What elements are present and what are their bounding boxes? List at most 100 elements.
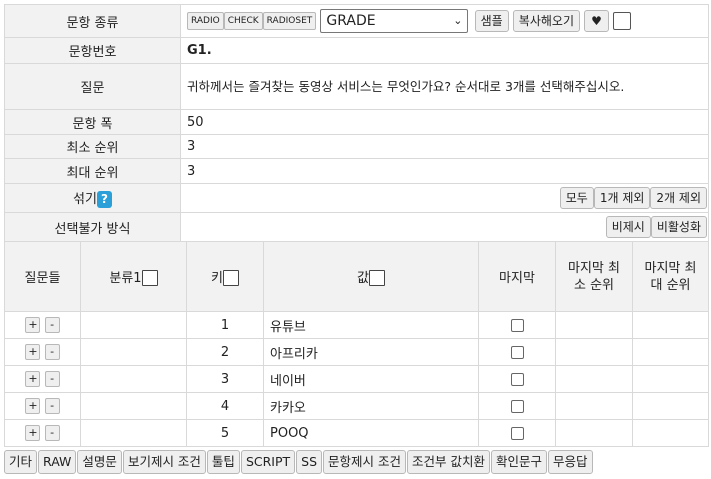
script-button[interactable]: SCRIPT <box>240 450 296 474</box>
key-checkbox[interactable] <box>222 270 239 287</box>
category-header-label: 분류1 <box>109 270 142 286</box>
no-response-button[interactable]: 무응답 <box>548 450 593 474</box>
number-label: 문항번호 <box>4 37 181 64</box>
remove-row-button[interactable]: - <box>44 344 60 360</box>
last-checkbox[interactable] <box>510 345 524 359</box>
remove-row-button[interactable]: - <box>44 371 60 387</box>
last-min-cell[interactable] <box>555 338 633 366</box>
question-row: 질문 귀하께서는 즐겨찾는 동영상 서비스는 무엇인가요? 순서대로 3개를 선… <box>4 63 709 110</box>
min-rank-value[interactable]: 3 <box>180 134 709 159</box>
shuffle-row: 섞기? 모두 1개 제외 2개 제외 <box>4 183 709 213</box>
chevron-down-icon: ⌄ <box>453 14 463 27</box>
category-cell[interactable] <box>80 392 187 420</box>
remove-row-button[interactable]: - <box>44 317 60 333</box>
confirm-text-button[interactable]: 확인문구 <box>491 450 548 474</box>
question-type-select[interactable]: GRADE ⌄ <box>320 9 469 33</box>
disable-controls: 비제시 비활성화 <box>180 212 709 242</box>
key-cell[interactable]: 4 <box>186 392 264 420</box>
add-row-button[interactable]: + <box>25 317 41 333</box>
last-max-cell[interactable] <box>632 338 709 366</box>
key-cell[interactable]: 5 <box>186 419 264 447</box>
max-rank-value[interactable]: 3 <box>180 158 709 184</box>
last-max-cell[interactable] <box>632 419 709 447</box>
last-max-cell[interactable] <box>632 365 709 393</box>
shuffle-label: 섞기 <box>73 192 97 207</box>
value-header-label: 값 <box>357 270 369 286</box>
conditional-replace-button[interactable]: 조건부 값치환 <box>407 450 490 474</box>
last-header: 마지막 <box>478 241 556 312</box>
check-type-button[interactable]: CHECK <box>223 12 263 30</box>
value-cell[interactable]: 네이버 <box>263 365 479 393</box>
last-min-cell[interactable] <box>555 419 633 447</box>
add-row-button[interactable]: + <box>25 344 41 360</box>
disable-row: 선택불가 방식 비제시 비활성화 <box>4 212 709 242</box>
last-min-cell[interactable] <box>555 365 633 393</box>
add-row-button[interactable]: + <box>25 371 41 387</box>
table-row: + - 2 아프리카 <box>4 338 709 366</box>
favorite-checkbox[interactable] <box>613 12 632 30</box>
category-cell[interactable] <box>80 311 187 339</box>
width-label: 문항 폭 <box>4 109 181 135</box>
last-checkbox[interactable] <box>510 399 524 413</box>
key-header-label: 키 <box>211 270 223 286</box>
etc-button[interactable]: 기타 <box>4 450 38 474</box>
value-cell[interactable]: 카카오 <box>263 392 479 420</box>
last-cell <box>478 419 556 447</box>
category-cell[interactable] <box>80 365 187 393</box>
last-min-cell[interactable] <box>555 392 633 420</box>
value-cell[interactable]: 유튜브 <box>263 311 479 339</box>
deactivate-button[interactable]: 비활성화 <box>650 216 707 238</box>
footer-toolbar: 기타 RAW 설명문 보기제시 조건 툴팁 SCRIPT SS 문항제시 조건 조건부 값치환 확… <box>4 450 708 474</box>
key-cell[interactable]: 3 <box>186 365 264 393</box>
remove-row-button[interactable]: - <box>44 398 60 414</box>
raw-button[interactable]: RAW <box>38 450 77 474</box>
width-value[interactable]: 50 <box>180 109 709 135</box>
ss-button[interactable]: SS <box>296 450 323 474</box>
question-label: 질문 <box>4 63 181 110</box>
last-cell <box>478 311 556 339</box>
view-condition-button[interactable]: 보기제시 조건 <box>122 450 206 474</box>
key-cell[interactable]: 2 <box>186 338 264 366</box>
heart-icon: ♥ <box>591 14 602 28</box>
question-text[interactable]: 귀하께서는 즐겨찾는 동영상 서비스는 무엇인가요? 순서대로 3개를 선택해주… <box>180 63 709 110</box>
category-cell[interactable] <box>80 338 187 366</box>
shuffle-except-one-button[interactable]: 1개 제외 <box>593 187 651 209</box>
category-cell[interactable] <box>80 419 187 447</box>
radioset-type-button[interactable]: RADIOSET <box>262 12 317 30</box>
shuffle-except-two-button[interactable]: 2개 제외 <box>650 187 707 209</box>
shuffle-all-button[interactable]: 모두 <box>559 187 594 209</box>
question-condition-button[interactable]: 문항제시 조건 <box>323 450 407 474</box>
favorite-button[interactable]: ♥ <box>584 10 609 32</box>
last-max-cell[interactable] <box>632 392 709 420</box>
value-cell[interactable]: POOQ <box>263 419 479 447</box>
copy-from-button[interactable]: 복사해오기 <box>512 10 580 32</box>
questions-header: 질문들 <box>4 241 81 312</box>
number-row: 문항번호 G1. <box>4 37 709 64</box>
sample-button[interactable]: 샘플 <box>474 10 509 32</box>
value-header: 값 <box>263 241 479 312</box>
radio-type-button[interactable]: RADIO <box>187 12 224 30</box>
number-value[interactable]: G1. <box>180 37 709 64</box>
disable-label: 선택불가 방식 <box>4 212 181 242</box>
value-cell[interactable]: 아프리카 <box>263 338 479 366</box>
category-header: 분류1 <box>80 241 187 312</box>
last-checkbox[interactable] <box>510 426 524 440</box>
add-row-button[interactable]: + <box>25 425 41 441</box>
last-checkbox[interactable] <box>510 372 524 386</box>
tooltip-button[interactable]: 툴팁 <box>206 450 240 474</box>
row-controls: + - <box>4 419 81 447</box>
category-checkbox[interactable] <box>141 270 158 287</box>
last-checkbox[interactable] <box>510 318 524 332</box>
remove-row-button[interactable]: - <box>44 425 60 441</box>
add-row-button[interactable]: + <box>25 398 41 414</box>
last-min-cell[interactable] <box>555 311 633 339</box>
value-checkbox[interactable] <box>368 270 385 287</box>
help-icon[interactable]: ? <box>96 191 112 208</box>
last-max-cell[interactable] <box>632 311 709 339</box>
description-button[interactable]: 설명문 <box>77 450 122 474</box>
key-header: 키 <box>186 241 264 312</box>
min-rank-label: 최소 순위 <box>4 134 181 159</box>
key-cell[interactable]: 1 <box>186 311 264 339</box>
hide-button[interactable]: 비제시 <box>605 216 651 238</box>
last-cell <box>478 365 556 393</box>
